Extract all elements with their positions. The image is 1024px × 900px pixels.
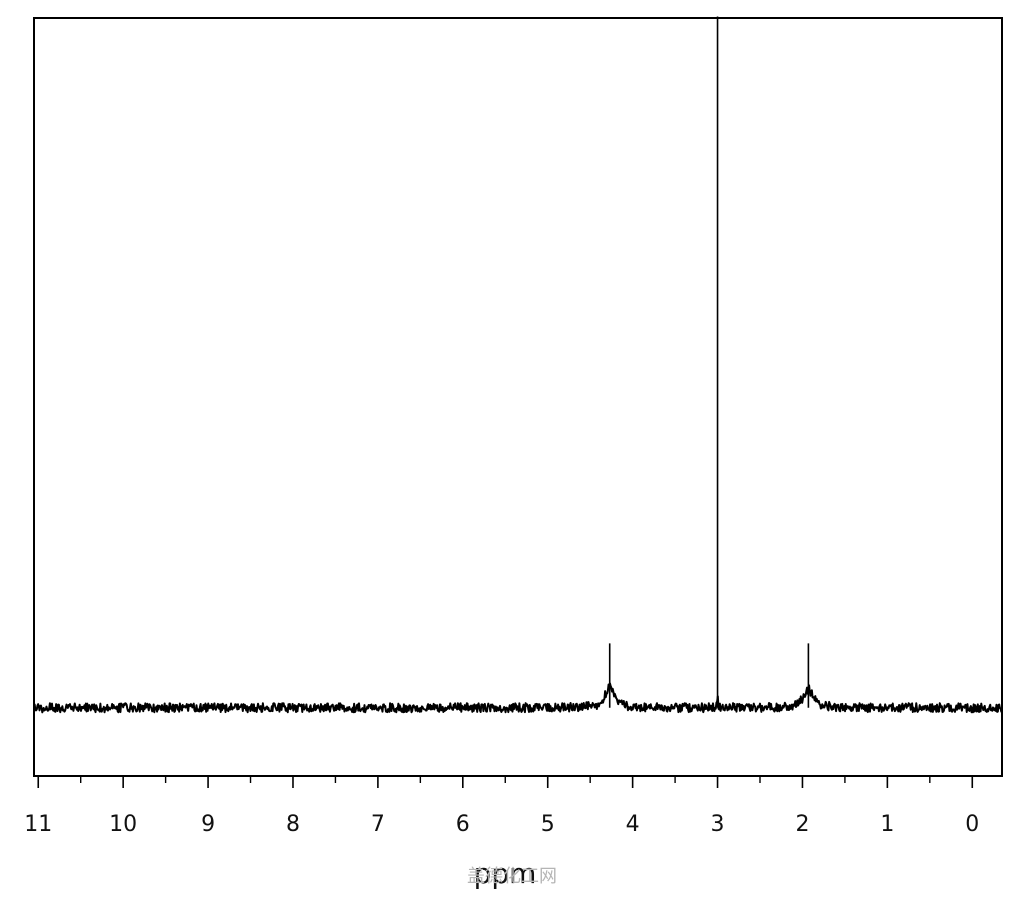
x-tick-label: 8 — [286, 812, 300, 837]
x-tick-label: 1 — [880, 812, 894, 837]
spectrum-series-line — [33, 682, 1003, 714]
x-tick-label: 6 — [456, 812, 470, 837]
x-tick-label: 0 — [965, 812, 979, 837]
x-tick-label: 9 — [201, 812, 215, 837]
plot-frame — [33, 17, 1003, 777]
x-tick-label: 3 — [711, 812, 725, 837]
spectrum-peak-spikes — [608, 16, 810, 708]
x-tick-label: 2 — [795, 812, 809, 837]
x-tick-label: 4 — [626, 812, 640, 837]
x-axis: 11 10 9 8 7 6 5 4 3 2 1 0 — [24, 776, 979, 837]
x-tick-label: 10 — [109, 812, 137, 837]
x-tick-label: 11 — [24, 812, 52, 837]
x-tick-label: 7 — [371, 812, 385, 837]
x-axis-title: ppm — [474, 857, 537, 890]
x-tick-label: 5 — [541, 812, 555, 837]
watermark-text: 盖德化工网 — [467, 866, 557, 887]
